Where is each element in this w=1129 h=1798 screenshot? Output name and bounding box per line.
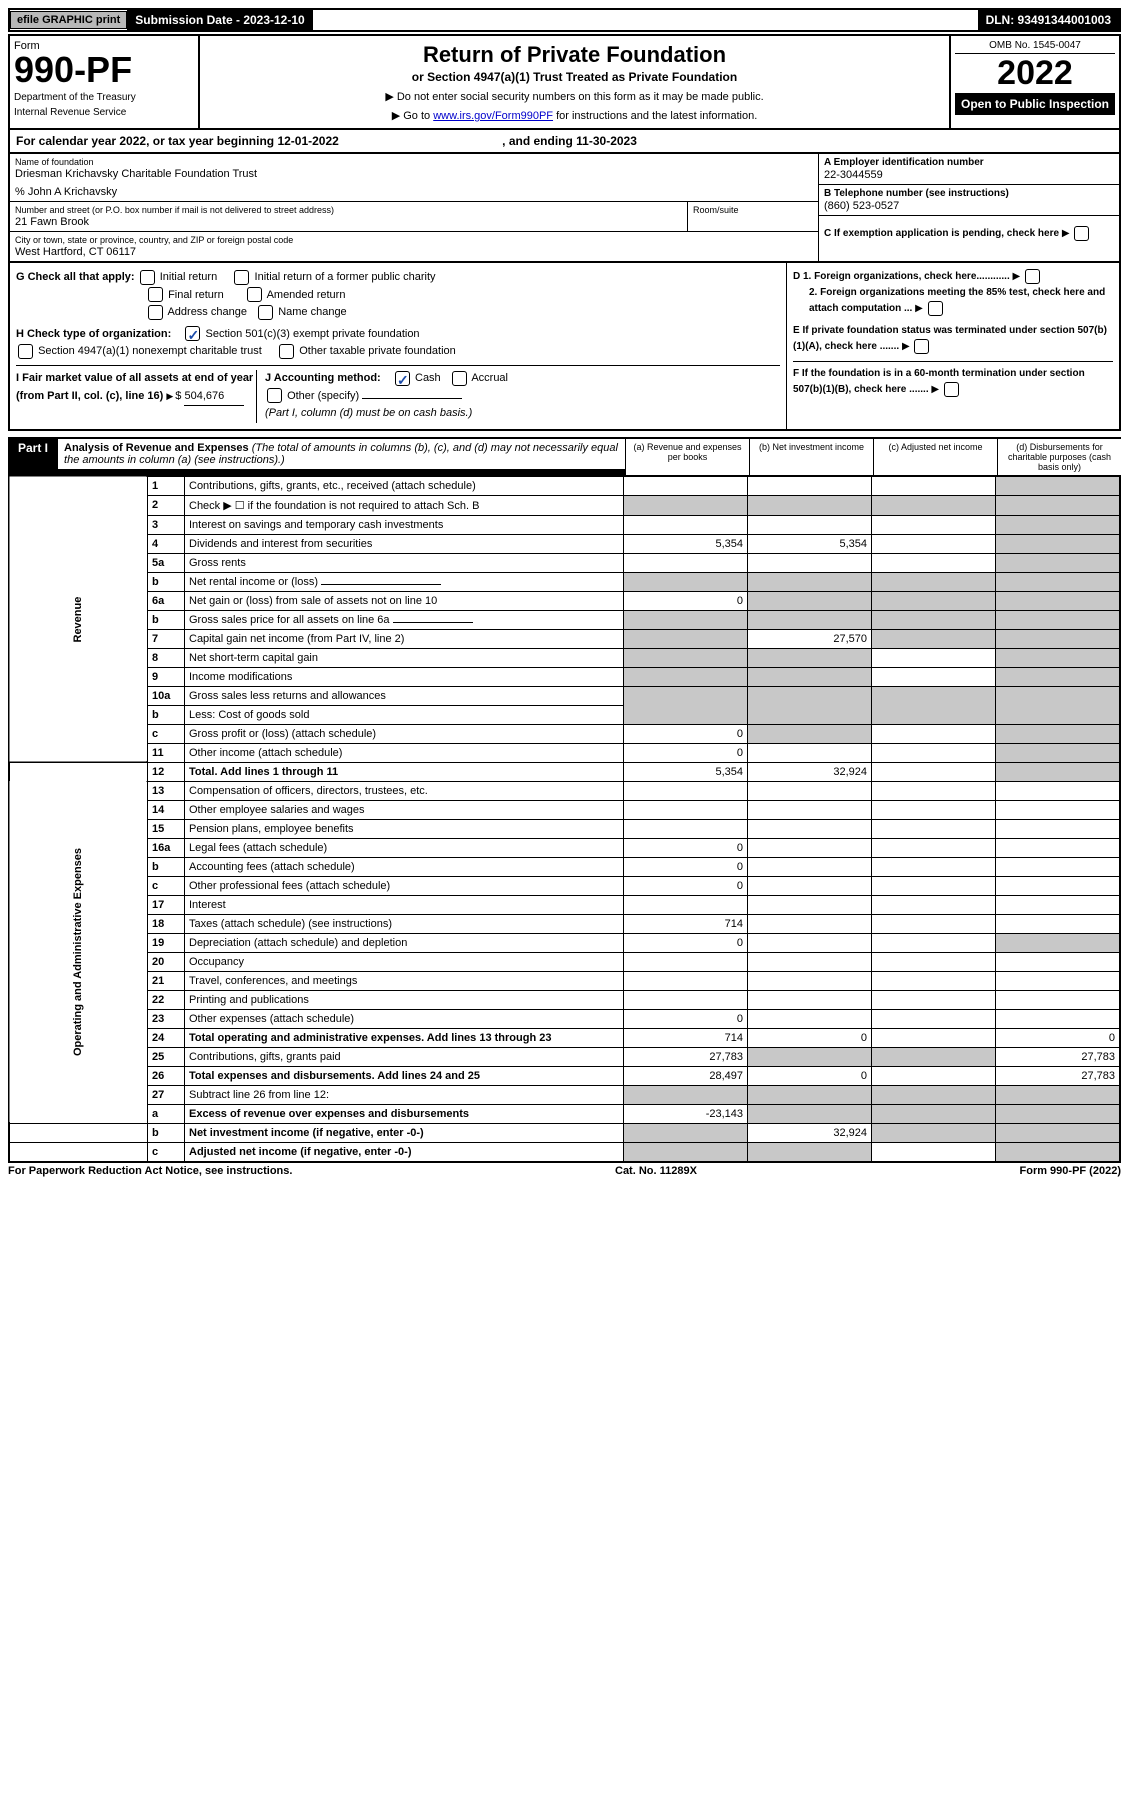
g-final-checkbox[interactable] [148, 287, 163, 302]
part1-table: Revenue 1Contributions, gifts, grants, e… [8, 475, 1121, 1163]
city-state-zip: West Hartford, CT 06117 [15, 246, 813, 258]
phone-value: (860) 523-0527 [824, 200, 1114, 212]
j-accrual-checkbox[interactable] [452, 371, 467, 386]
tax-year: 2022 [955, 54, 1115, 93]
form-title: Return of Private Foundation [206, 42, 943, 68]
g-initial-checkbox[interactable] [140, 270, 155, 285]
e-label: E If private foundation status was termi… [793, 325, 1107, 352]
d1-label: D 1. Foreign organizations, check here..… [793, 271, 1010, 282]
footer-form: Form 990-PF (2022) [1020, 1165, 1121, 1177]
street-address: 21 Fawn Brook [15, 216, 682, 228]
addr-label: Number and street (or P.O. box number if… [15, 205, 682, 215]
ein-value: 22-3044559 [824, 169, 1114, 181]
city-label: City or town, state or province, country… [15, 235, 813, 245]
footer-left: For Paperwork Reduction Act Notice, see … [8, 1165, 292, 1177]
care-of: % John A Krichavsky [15, 186, 813, 198]
name-label: Name of foundation [15, 157, 813, 167]
page-footer: For Paperwork Reduction Act Notice, see … [8, 1165, 1121, 1177]
instr-link-row: ▶ Go to www.irs.gov/Form990PF for instru… [206, 109, 943, 122]
instr-ssn: ▶ Do not enter social security numbers o… [206, 90, 943, 103]
ein-label: A Employer identification number [824, 157, 1114, 168]
col-c-header: (c) Adjusted net income [873, 437, 997, 475]
revenue-label: Revenue [9, 476, 148, 763]
c-checkbox[interactable] [1074, 226, 1089, 241]
col-a-header: (a) Revenue and expenses per books [625, 437, 749, 475]
submission-date: Submission Date - 2023-12-10 [127, 10, 312, 30]
expenses-label: Operating and Administrative Expenses [9, 781, 148, 1123]
j-cash-checkbox[interactable] [395, 371, 410, 386]
irs-link[interactable]: www.irs.gov/Form990PF [433, 110, 553, 122]
entity-info: Name of foundation Driesman Krichavsky C… [8, 154, 1121, 263]
form-subtitle: or Section 4947(a)(1) Trust Treated as P… [206, 70, 943, 84]
foundation-name: Driesman Krichavsky Charitable Foundatio… [15, 168, 813, 180]
form-number: 990-PF [14, 52, 194, 88]
arrow-c: ▶ [1062, 228, 1070, 239]
open-public-badge: Open to Public Inspection [955, 93, 1115, 115]
omb-number: OMB No. 1545-0047 [955, 40, 1115, 54]
h-other-checkbox[interactable] [279, 344, 294, 359]
d1-checkbox[interactable] [1025, 269, 1040, 284]
i-value: 504,676 [184, 388, 244, 407]
topbar: efile GRAPHIC print Submission Date - 20… [8, 8, 1121, 32]
col-b-header: (b) Net investment income [749, 437, 873, 475]
form-header: Form 990-PF Department of the Treasury I… [8, 34, 1121, 130]
dept-treasury: Department of the Treasury [14, 92, 194, 103]
f-checkbox[interactable] [944, 382, 959, 397]
g-amended-checkbox[interactable] [247, 287, 262, 302]
part1-label: Part I [8, 437, 58, 459]
h-label: H Check type of organization: [16, 328, 171, 340]
g-address-checkbox[interactable] [148, 305, 163, 320]
e-checkbox[interactable] [914, 339, 929, 354]
j-other-checkbox[interactable] [267, 388, 282, 403]
irs-label: Internal Revenue Service [14, 107, 194, 118]
dln: DLN: 93491344001003 [978, 10, 1119, 30]
part1-header: Part I Analysis of Revenue and Expenses … [8, 437, 1121, 475]
j-note: (Part I, column (d) must be on cash basi… [265, 407, 472, 419]
h-501c3-checkbox[interactable] [185, 326, 200, 341]
efile-print-button[interactable]: efile GRAPHIC print [10, 11, 127, 29]
f-label: F If the foundation is in a 60-month ter… [793, 368, 1085, 395]
j-label: J Accounting method: [265, 372, 381, 384]
phone-label: B Telephone number (see instructions) [824, 188, 1114, 199]
d2-label: 2. Foreign organizations meeting the 85%… [809, 287, 1105, 314]
col-d-header: (d) Disbursements for charitable purpose… [997, 437, 1121, 475]
c-label: C If exemption application is pending, c… [824, 228, 1059, 239]
d2-checkbox[interactable] [928, 301, 943, 316]
checkbox-section: G Check all that apply: Initial return I… [8, 263, 1121, 431]
g-label: G Check all that apply: [16, 271, 135, 283]
footer-catno: Cat. No. 11289X [615, 1165, 697, 1177]
h-4947-checkbox[interactable] [18, 344, 33, 359]
room-label: Room/suite [693, 205, 813, 215]
g-name-checkbox[interactable] [258, 305, 273, 320]
g-initial-former-checkbox[interactable] [234, 270, 249, 285]
calendar-year-row: For calendar year 2022, or tax year begi… [8, 130, 1121, 154]
